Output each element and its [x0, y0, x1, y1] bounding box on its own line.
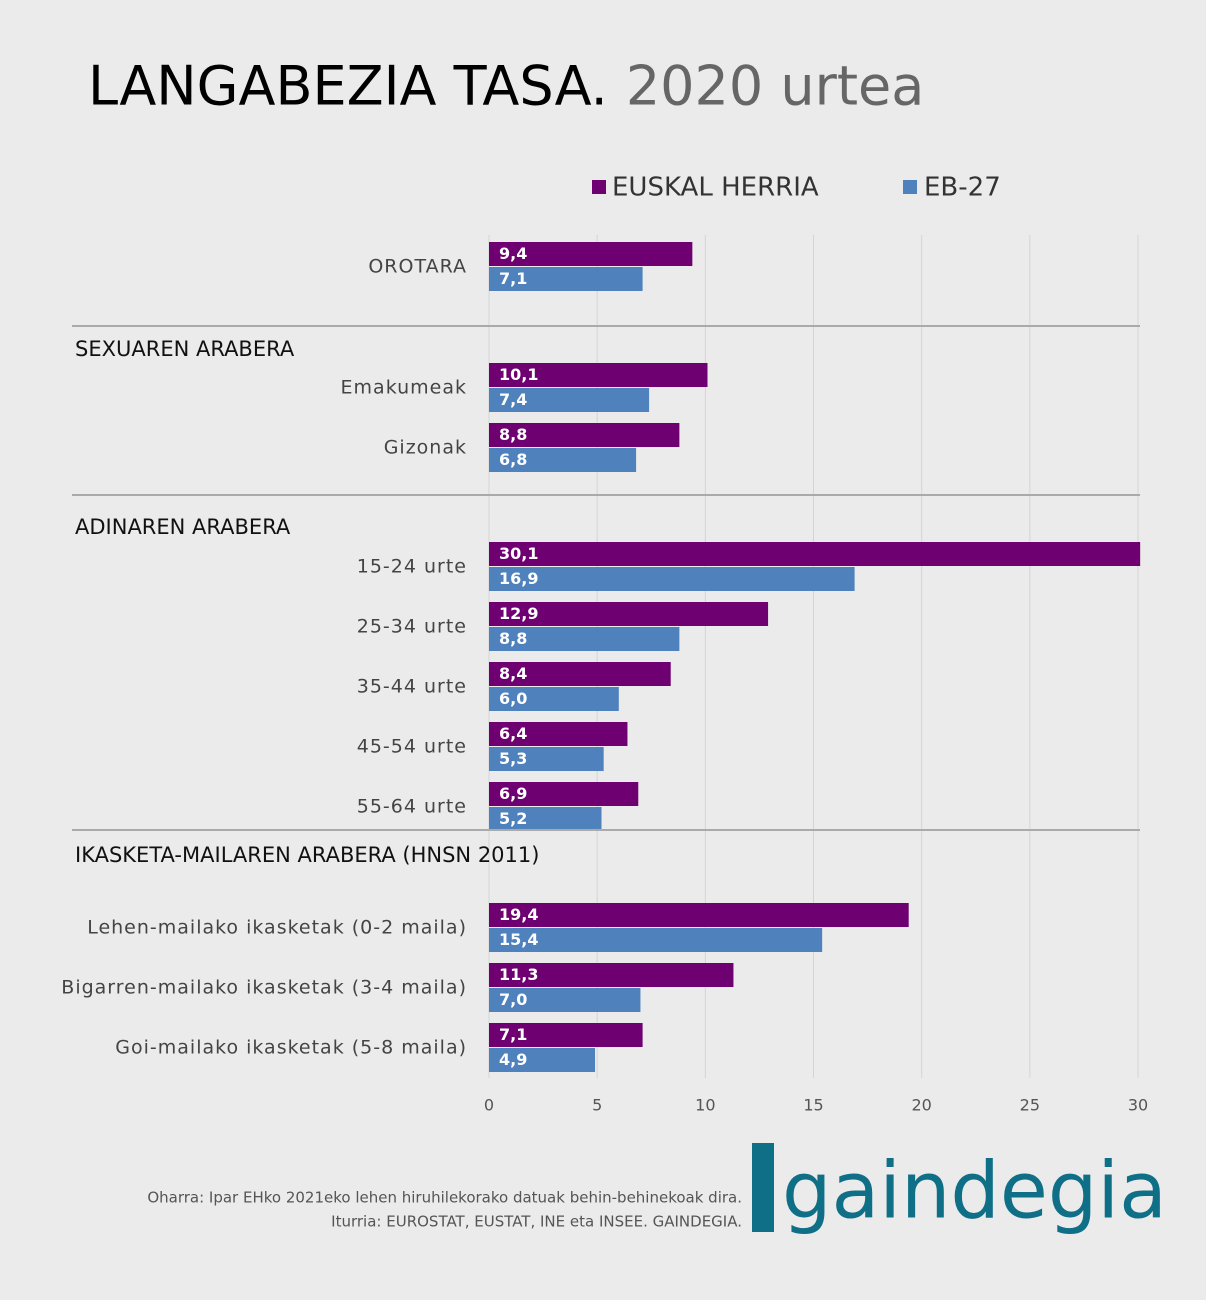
- bar: [489, 807, 602, 831]
- category-label: Lehen-mailako ikasketak (0-2 maila): [87, 917, 467, 939]
- value-label: 8,8: [499, 629, 527, 648]
- bar: [489, 928, 823, 952]
- x-tick-label: 25: [1020, 1096, 1040, 1115]
- legend-label: EUSKAL HERRIA: [612, 173, 819, 203]
- value-label: 16,9: [499, 569, 538, 588]
- legend-swatch: [592, 180, 606, 194]
- logo-mark: [752, 1143, 774, 1232]
- x-tick-label: 10: [695, 1096, 715, 1115]
- chart-title: LANGABEZIA TASA.: [88, 55, 608, 118]
- bar: [489, 388, 650, 412]
- category-label: Goi-mailako ikasketak (5-8 maila): [115, 1037, 467, 1059]
- bar: [489, 722, 628, 746]
- source: Iturria: EUROSTAT, EUSTAT, INE eta INSEE…: [331, 1213, 742, 1231]
- bar: [489, 963, 734, 987]
- category-label: OROTARA: [368, 256, 467, 278]
- bar: [489, 988, 641, 1012]
- value-label: 6,0: [499, 689, 527, 708]
- value-label: 7,1: [499, 1025, 527, 1044]
- value-label: 19,4: [499, 905, 538, 924]
- category-label: 25-34 urte: [357, 616, 467, 638]
- bar: [489, 602, 769, 626]
- section-title: SEXUAREN ARABERA: [75, 337, 295, 361]
- bar: [489, 242, 693, 266]
- bar: [489, 448, 637, 472]
- section-title: IKASKETA-MAILAREN ARABERA (HNSN 2011): [75, 843, 539, 867]
- category-label: Gizonak: [384, 437, 467, 459]
- category-label: 45-54 urte: [357, 736, 467, 758]
- value-label: 15,4: [499, 930, 538, 949]
- value-label: 11,3: [499, 965, 538, 984]
- value-label: 5,2: [499, 809, 527, 828]
- legend-label: EB-27: [924, 173, 1001, 203]
- bar: [489, 782, 639, 806]
- x-tick-label: 5: [592, 1096, 602, 1115]
- value-label: 30,1: [499, 544, 538, 563]
- value-label: 12,9: [499, 604, 538, 623]
- x-tick-label: 20: [911, 1096, 931, 1115]
- bar: [489, 542, 1141, 566]
- legend-swatch: [903, 180, 917, 194]
- value-label: 8,4: [499, 664, 527, 683]
- category-label: Bigarren-mailako ikasketak (3-4 maila): [61, 977, 467, 999]
- value-label: 4,9: [499, 1050, 527, 1069]
- bar: [489, 423, 680, 447]
- category-label: 15-24 urte: [357, 556, 467, 578]
- value-label: 5,3: [499, 749, 527, 768]
- x-tick-label: 0: [484, 1096, 494, 1115]
- value-label: 7,1: [499, 269, 527, 288]
- section-title: ADINAREN ARABERA: [75, 515, 291, 539]
- value-label: 6,8: [499, 450, 527, 469]
- category-label: Emakumeak: [341, 377, 467, 399]
- bar: [489, 363, 708, 387]
- value-label: 7,0: [499, 990, 527, 1009]
- bar: [489, 267, 643, 291]
- category-label: 35-44 urte: [357, 676, 467, 698]
- value-label: 7,4: [499, 390, 527, 409]
- x-tick-label: 30: [1128, 1096, 1148, 1115]
- value-label: 9,4: [499, 244, 527, 263]
- bar: [489, 1048, 596, 1072]
- note: Oharra: Ipar EHko 2021eko lehen hiruhile…: [147, 1189, 742, 1207]
- value-label: 6,4: [499, 724, 527, 743]
- x-tick-label: 15: [803, 1096, 823, 1115]
- bar: [489, 747, 604, 771]
- bar: [489, 1023, 643, 1047]
- logo: gaindegia: [782, 1146, 1167, 1236]
- chart-subtitle: 2020 urtea: [626, 55, 925, 118]
- value-label: 6,9: [499, 784, 527, 803]
- bar: [489, 687, 619, 711]
- bar: [489, 627, 680, 651]
- value-label: 8,8: [499, 425, 527, 444]
- bar: [489, 567, 855, 591]
- bar: [489, 903, 909, 927]
- value-label: 10,1: [499, 365, 538, 384]
- bar: [489, 662, 671, 686]
- category-label: 55-64 urte: [357, 796, 467, 818]
